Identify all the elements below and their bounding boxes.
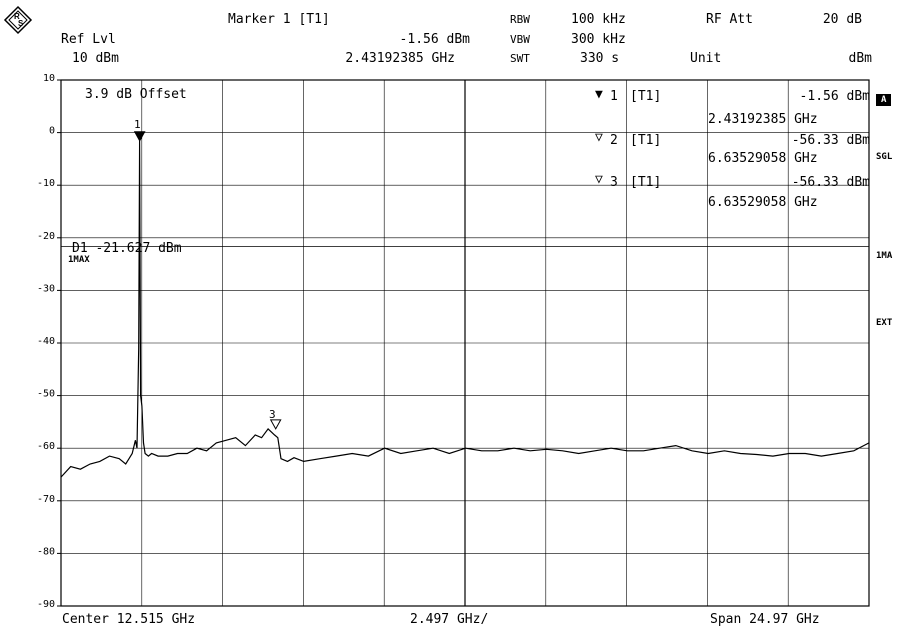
y-tick-label: -70 [37, 494, 55, 505]
marker-tag: [T1] [630, 133, 662, 148]
marker-frequency: 2.43192385 GHz [708, 112, 818, 127]
marker-1-symbol [133, 131, 146, 142]
marker-3-number: 3 [269, 408, 276, 421]
frequency-per-division: 2.497 GHz/ [410, 612, 489, 627]
center-frequency: Center 12.515 GHz [62, 612, 196, 627]
ref-level-value: 10 dBm [72, 51, 119, 66]
marker-frequency: 2.43192385 GHz [345, 51, 455, 66]
marker-level: -56.33 dBm [791, 133, 870, 148]
ref-level-label: Ref Lvl [61, 32, 116, 47]
svg-text:S: S [18, 19, 24, 28]
rbw-label: RBW [510, 13, 530, 26]
marker-id: 1 [610, 89, 618, 104]
marker-id: 2 [610, 133, 618, 148]
marker-tag: [T1] [630, 89, 662, 104]
y-tick-label: -10 [37, 178, 55, 189]
marker-1-number: 1 [134, 118, 141, 131]
y-tick-label: -90 [37, 599, 55, 610]
marker-symbols [133, 131, 282, 430]
display-line-label: D1 -21.627 dBm [72, 241, 182, 256]
marker-hollow-icon: ▽ [595, 130, 603, 145]
offset-label: 3.9 dB Offset [85, 87, 187, 102]
marker-title: Marker 1 [T1] [228, 12, 330, 27]
unit-label: Unit [690, 51, 722, 66]
external-indicator: EXT [876, 318, 893, 328]
marker-level: -1.56 dBm [399, 32, 470, 47]
marker-frequency: 6.63529058 GHz [708, 195, 818, 210]
rbw-value: 100 kHz [571, 12, 626, 27]
rf-att-value: 20 dB [822, 12, 862, 27]
trace-a-indicator: A [876, 94, 892, 106]
single-sweep-indicator: SGL [876, 152, 893, 162]
y-tick-label: -20 [37, 231, 55, 242]
swt-label: SWT [510, 52, 530, 65]
unit-value: dBm [848, 51, 872, 66]
marker-hollow-icon: ▽ [595, 172, 603, 187]
rf-att-label: RF Att [706, 12, 753, 27]
y-tick-label: -40 [37, 336, 55, 347]
vbw-value: 300 kHz [571, 32, 626, 47]
y-tick-label: -30 [37, 283, 55, 294]
marker-tag: [T1] [630, 175, 662, 190]
vbw-label: VBW [510, 33, 530, 46]
y-tick-label: -60 [37, 441, 55, 452]
svg-text:R: R [14, 12, 20, 21]
y-axis-tick-labels: 10 0 -10 -20 -30 -40 -50 -60 -70 -80 -90 [37, 73, 55, 610]
y-tick-label: 10 [43, 73, 55, 84]
marker-level: -56.33 dBm [791, 175, 870, 190]
marker-frequency: 6.63529058 GHz [708, 151, 818, 166]
spectrum-trace [60, 140, 870, 478]
frequency-span: Span 24.97 GHz [710, 612, 820, 627]
marker-3-symbol [269, 419, 282, 430]
y-tick-label: -50 [37, 389, 55, 400]
trace-mode-label: 1MAX [68, 255, 90, 265]
rs-logo: R S [3, 5, 33, 35]
swt-value: 330 s [580, 51, 620, 66]
y-tick-label: -80 [37, 546, 55, 557]
marker-id: 3 [610, 175, 618, 190]
max-hold-indicator: 1MA [876, 251, 893, 261]
plot-grid [57, 79, 870, 607]
marker-level: -1.56 dBm [799, 89, 870, 104]
marker-filled-icon: ▼ [595, 87, 603, 102]
y-tick-label: 0 [49, 126, 55, 137]
